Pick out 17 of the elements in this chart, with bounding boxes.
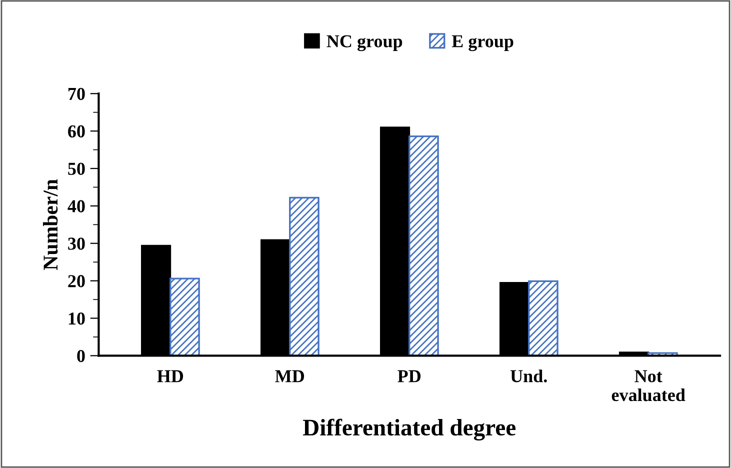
- x-tick-label: HD: [157, 370, 184, 382]
- x-tick-label: PD: [398, 370, 421, 382]
- y-axis-title: Number/n: [42, 179, 58, 270]
- y-tick-label: 70: [68, 88, 85, 100]
- x-tick-label: Und.: [510, 370, 547, 382]
- legend-label: E group: [452, 35, 514, 52]
- y-tick-label: 20: [68, 275, 85, 288]
- x-tick-label: MD: [275, 370, 304, 382]
- x-tick-label: Not evaluated: [612, 370, 686, 402]
- y-tick-label: 0: [77, 350, 85, 362]
- y-tick-label: 30: [68, 238, 85, 250]
- legend-label: NC group: [326, 35, 402, 52]
- y-tick-label: 50: [68, 162, 85, 175]
- y-tick-label: 10: [68, 312, 85, 325]
- y-tick-label: 40: [68, 200, 85, 212]
- x-axis-title: Differentiated degree: [303, 418, 516, 441]
- y-tick-label: 60: [68, 125, 85, 138]
